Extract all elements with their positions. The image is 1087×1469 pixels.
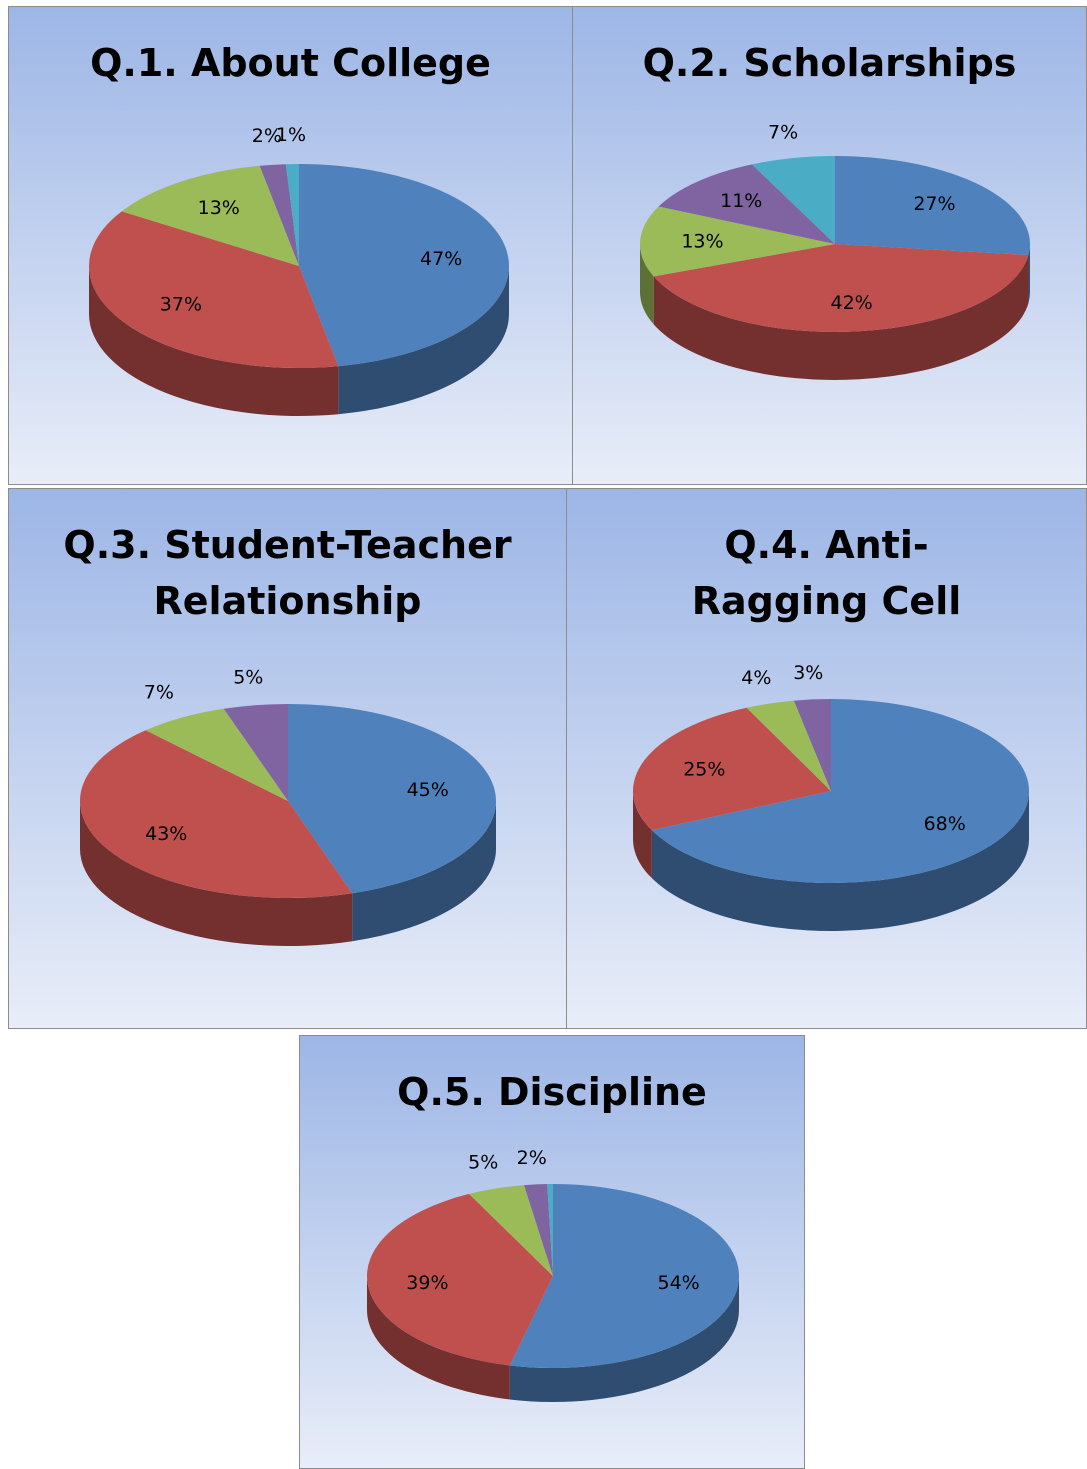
pie-slice <box>145 708 288 801</box>
data-label: 27% <box>913 193 955 215</box>
pie-slice <box>746 700 831 791</box>
data-label: 43% <box>145 823 187 845</box>
data-label: 68% <box>924 813 966 835</box>
pie-slice <box>658 164 835 244</box>
chart-panel: Q.1. About College 47% 37% 13% 2% 1% <box>8 6 573 485</box>
pie-slice <box>640 206 835 277</box>
pie-slice <box>651 699 1029 883</box>
pie-slice <box>468 1185 553 1276</box>
data-label: 13% <box>681 231 723 253</box>
data-label: 2% <box>517 1147 547 1169</box>
data-label: 37% <box>160 293 202 315</box>
pie: 47% 37% 13% 2%1% <box>89 124 510 416</box>
pie-side <box>653 255 1029 381</box>
pie-side <box>509 1276 739 1402</box>
pie-slice <box>835 156 1030 256</box>
data-label: 1% <box>276 124 306 146</box>
pie-slice <box>524 1184 553 1276</box>
pie: 54% 39% 5% 2% <box>367 1147 739 1402</box>
data-label: 54% <box>657 1272 699 1294</box>
pie-side <box>89 266 339 416</box>
data-label: 47% <box>420 248 462 270</box>
chart-panel: Q.5. Discipline 54% 39% 5% 2% <box>299 1035 805 1469</box>
data-label: 3% <box>793 662 823 684</box>
pie: 68% 25% 4% 3% <box>633 662 1029 931</box>
data-label: 2% <box>252 125 282 147</box>
pie-side <box>80 801 353 946</box>
pie-slice <box>89 211 339 368</box>
data-label: 7% <box>144 682 174 704</box>
chart-panel: Q.3. Student-Teacher Relationship 45% 43% 7… <box>8 488 567 1029</box>
pie-slice <box>751 156 835 244</box>
pie-slice <box>121 165 300 266</box>
pie-side <box>640 244 654 325</box>
data-label: 42% <box>831 292 873 314</box>
data-label: 13% <box>198 197 240 219</box>
pie: 45% 43% 7% 5% <box>80 667 496 946</box>
pie-slice <box>633 707 831 831</box>
pie-slice <box>793 699 831 791</box>
pie: 27% 42% 13% 11% 7% <box>640 122 1030 381</box>
pie-slice <box>259 164 299 266</box>
pie-slice <box>223 704 288 801</box>
chart-title: Q.2. Scholarships <box>642 41 1017 85</box>
data-label: 11% <box>720 190 762 212</box>
chart-title: Q.4. Anti-Ragging Cell <box>691 523 962 623</box>
data-label: 4% <box>741 667 771 689</box>
pie-slice <box>299 164 510 367</box>
pie-slice <box>653 244 1029 333</box>
pie-side <box>633 791 652 879</box>
pie-side <box>651 791 1029 931</box>
data-label: 45% <box>407 779 449 801</box>
pie-slice <box>288 704 496 894</box>
data-label: 5% <box>468 1152 498 1174</box>
pie-side <box>352 801 496 942</box>
chart-panel: Q.2. Scholarships 27% 42% 13% 11% 7% <box>572 6 1087 485</box>
chart-title: Q.3. Student-Teacher Relationship <box>63 523 512 623</box>
pie-slice <box>367 1193 553 1366</box>
chart-panel: Q.4. Anti-Ragging Cell 68% 25% 4% 3% <box>566 488 1087 1029</box>
data-label: 25% <box>683 758 725 780</box>
pie-side <box>367 1276 510 1400</box>
pie-slice <box>80 730 353 898</box>
data-label: 39% <box>406 1272 448 1294</box>
chart-title: Q.5. Discipline <box>397 1070 707 1114</box>
pie-slice <box>509 1184 739 1368</box>
data-label: 7% <box>768 122 798 144</box>
pie-slice <box>285 164 299 266</box>
pie-slice <box>547 1184 553 1276</box>
pie-side <box>338 266 509 415</box>
pie-side <box>1028 244 1030 304</box>
chart-title: Q.1. About College <box>90 41 491 85</box>
data-label: 5% <box>233 667 263 689</box>
